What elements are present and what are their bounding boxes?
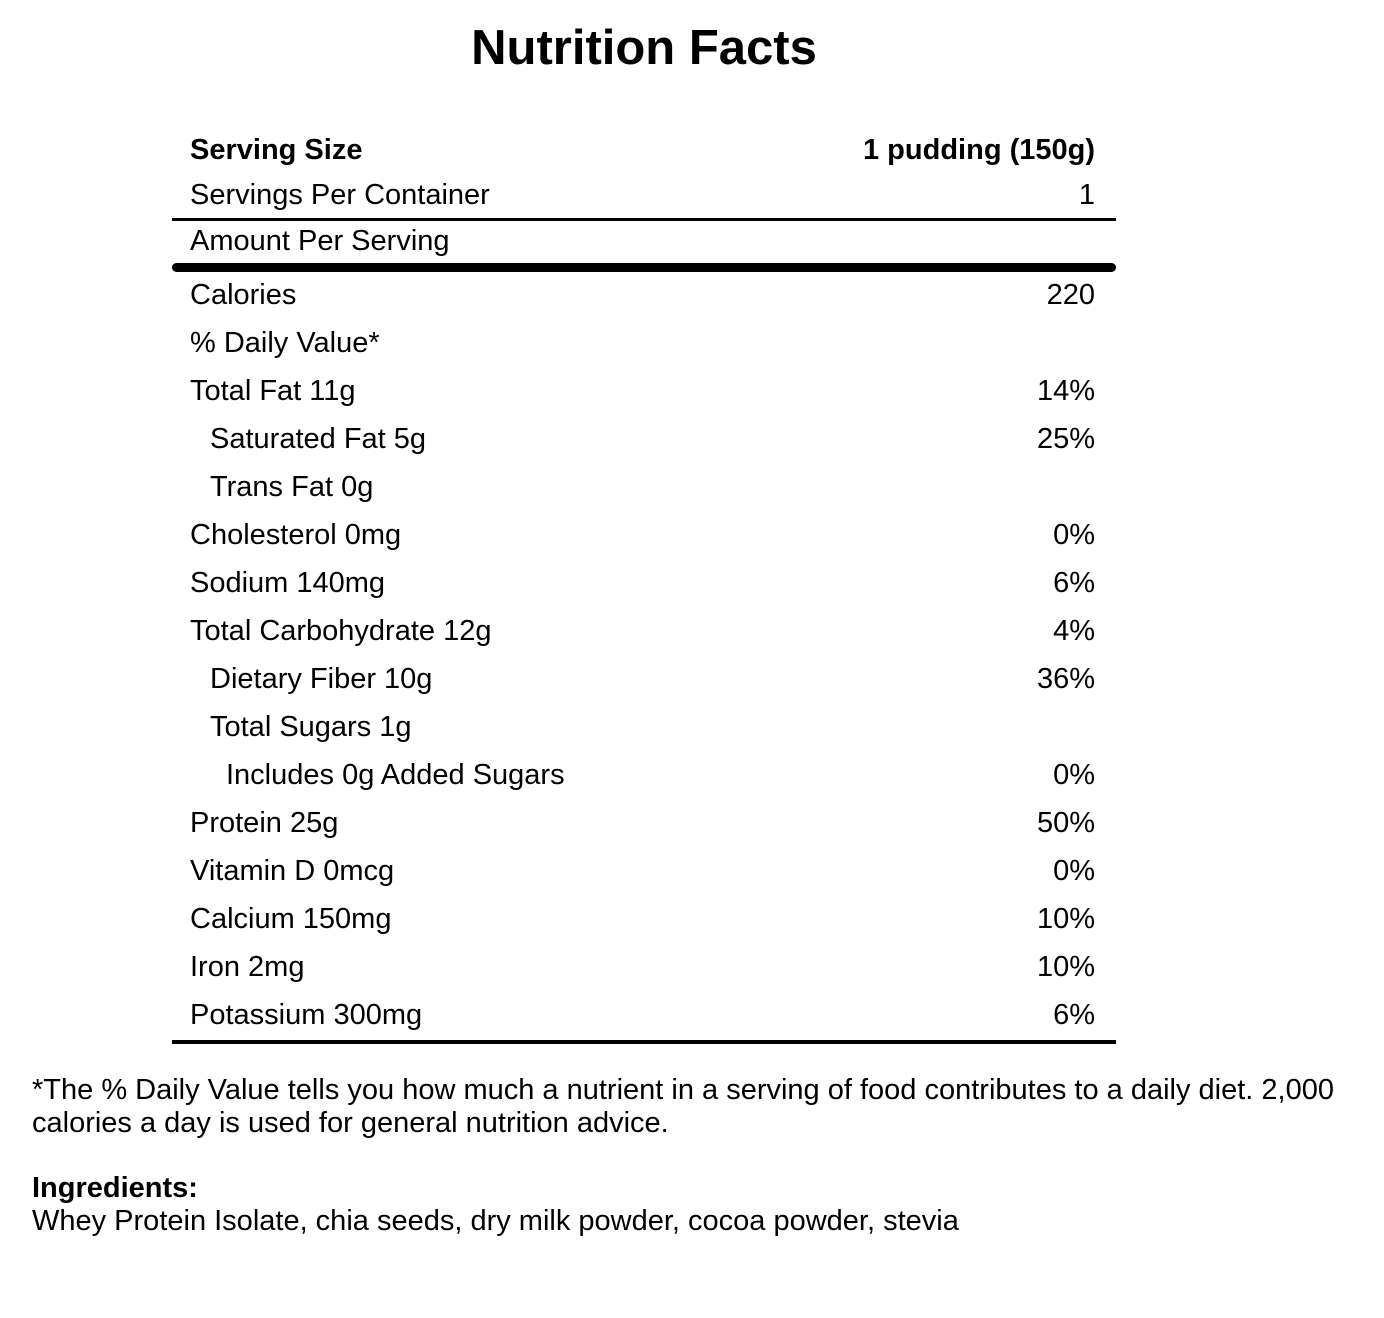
row-value: 36% [1036, 663, 1095, 696]
row-value: 25% [1036, 423, 1095, 456]
row-value: 220 [1046, 279, 1095, 312]
table-row-vitamin-d-0mcg: Vitamin D 0mcg 0% [172, 848, 1116, 896]
row-label: Servings Per Container [190, 179, 490, 212]
row-label: Dietary Fiber 10g [210, 663, 433, 696]
row-value: 1 [1078, 179, 1095, 212]
row-label: Cholesterol 0mg [190, 519, 402, 552]
row-label: Protein 25g [190, 807, 339, 840]
row-value: 0% [1053, 519, 1095, 552]
row-value: 4% [1053, 615, 1095, 648]
row-label: Saturated Fat 5g [210, 423, 427, 456]
table-row-calcium-150mg: Calcium 150mg 10% [172, 896, 1116, 944]
row-label: Total Fat 11g [190, 375, 356, 408]
table-row-serving-size: Serving Size 1 pudding (150g) [172, 127, 1116, 174]
table-row-cholesterol-0mg: Cholesterol 0mg 0% [172, 512, 1116, 560]
table-row-includes-0g-added-sugars: Includes 0g Added Sugars 0% [172, 752, 1116, 800]
table-row-calories: Calories 220 [172, 272, 1116, 320]
table-row-saturated-fat-5g: Saturated Fat 5g 25% [172, 416, 1116, 464]
ingredients-heading: Ingredients: [32, 1172, 198, 1204]
table-row-trans-fat-0g: Trans Fat 0g [172, 464, 1116, 512]
table-row-sodium-140mg: Sodium 140mg 6% [172, 560, 1116, 608]
row-label: Serving Size [190, 133, 363, 166]
table-row-protein-25g: Protein 25g 50% [172, 800, 1116, 848]
ingredients-list: Whey Protein Isolate, chia seeds, dry mi… [32, 1205, 959, 1237]
row-value: 14% [1036, 375, 1095, 408]
row-value: 1 pudding (150g) [863, 133, 1095, 166]
nutrition-table: Serving Size 1 pudding (150g) Servings P… [172, 127, 1116, 1044]
row-label: Trans Fat 0g [210, 471, 374, 504]
table-row-daily-value: % Daily Value* [172, 320, 1116, 368]
row-label: Amount Per Serving [190, 225, 450, 258]
ingredients-section: Ingredients: Whey Protein Isolate, chia … [32, 1172, 1352, 1238]
row-label: Includes 0g Added Sugars [226, 759, 565, 792]
row-label: Vitamin D 0mcg [190, 855, 395, 888]
row-label: Total Carbohydrate 12g [190, 615, 492, 648]
table-row-iron-2mg: Iron 2mg 10% [172, 944, 1116, 992]
row-label: Calcium 150mg [190, 903, 392, 936]
table-row-total-sugars-1g: Total Sugars 1g [172, 704, 1116, 752]
row-value: 6% [1053, 567, 1095, 600]
row-value: 10% [1036, 951, 1095, 984]
row-value: 10% [1036, 903, 1095, 936]
table-row-servings-per-container: Servings Per Container 1 [172, 174, 1116, 221]
row-value: 50% [1036, 807, 1095, 840]
table-row-dietary-fiber-10g: Dietary Fiber 10g 36% [172, 656, 1116, 704]
row-label: Iron 2mg [190, 951, 305, 984]
row-value: 6% [1053, 999, 1095, 1032]
row-label: Sodium 140mg [190, 567, 386, 600]
table-row-potassium-300mg: Potassium 300mg 6% [172, 992, 1116, 1040]
page-title: Nutrition Facts [471, 21, 817, 75]
row-label: % Daily Value* [190, 327, 380, 360]
table-row-total-carbohydrate-12g: Total Carbohydrate 12g 4% [172, 608, 1116, 656]
row-value: 0% [1053, 855, 1095, 888]
row-value: 0% [1053, 759, 1095, 792]
table-row-total-fat-11g: Total Fat 11g 14% [172, 368, 1116, 416]
row-label: Potassium 300mg [190, 999, 423, 1032]
row-label: Total Sugars 1g [210, 711, 412, 744]
thick-divider [172, 263, 1116, 272]
row-label: Calories [190, 279, 297, 312]
daily-value-footnote: *The % Daily Value tells you how much a … [32, 1074, 1334, 1139]
table-row-amount-per-serving: Amount Per Serving [172, 221, 1116, 263]
